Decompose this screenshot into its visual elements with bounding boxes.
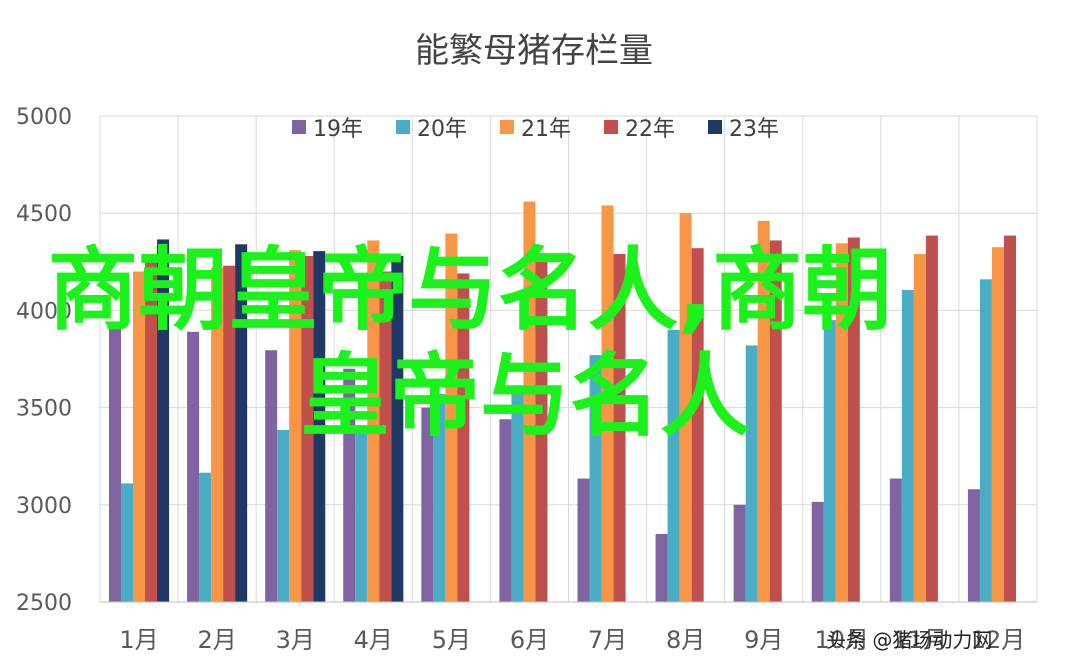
- x-tick-label: 12月: [971, 626, 1026, 654]
- legend-swatch: [604, 120, 618, 134]
- legend-swatch: [708, 120, 722, 134]
- bar-19年-4月: [343, 368, 356, 602]
- bar-20年-6月: [511, 393, 524, 602]
- legend-label: 21年: [521, 117, 571, 142]
- bar-19年-12月: [967, 489, 980, 602]
- bar-19年-3月: [265, 350, 278, 602]
- x-tick-label: 2月: [197, 626, 236, 654]
- bar-20年-1月: [121, 483, 134, 602]
- bar-23年-3月: [313, 251, 326, 602]
- x-tick-label: 6月: [510, 626, 549, 654]
- source-credit: 头条 @猪场动力网: [826, 628, 993, 652]
- x-tick-label: 9月: [744, 626, 783, 654]
- bar-22年-9月: [769, 240, 782, 602]
- bar-21年-10月: [835, 243, 848, 602]
- bars: [109, 201, 1016, 603]
- y-tick-label: 3000: [16, 494, 72, 519]
- bar-23年-1月: [157, 239, 170, 602]
- bar-22年-6月: [535, 257, 548, 602]
- legend-label: 22年: [625, 117, 675, 142]
- legend-label: 23年: [729, 117, 779, 142]
- y-tick-label: 4000: [16, 299, 72, 324]
- axes: 2500 3000 3500 4000 4500 5000 1月 2月 3月 4月 5月 6月 7月 8月…: [16, 105, 1037, 654]
- y-tick-label: 5000: [16, 105, 72, 130]
- bar-19年-9月: [733, 504, 746, 602]
- bar-22年-3月: [301, 255, 314, 602]
- bar-20年-2月: [199, 472, 212, 602]
- x-tick-label: 5月: [432, 626, 471, 654]
- bar-22年-10月: [847, 237, 860, 602]
- bar-19年-8月: [655, 533, 668, 602]
- x-tick-label: 8月: [666, 626, 705, 654]
- bar-22年-4月: [379, 271, 392, 602]
- x-tick-label: 10月: [815, 626, 870, 654]
- bar-21年-2月: [211, 267, 224, 602]
- bar-20年-5月: [433, 393, 446, 602]
- bar-21年-4月: [367, 240, 380, 602]
- bar-22年-8月: [691, 248, 704, 602]
- bar-21年-3月: [289, 250, 302, 603]
- bar-20年-3月: [277, 429, 290, 602]
- y-tick-label: 4500: [16, 202, 72, 227]
- bar-21年-12月: [991, 247, 1004, 602]
- legend-swatch: [500, 120, 514, 134]
- bar-20年-8月: [667, 329, 680, 602]
- legend-label: 19年: [313, 117, 363, 142]
- bar-20年-10月: [823, 320, 836, 602]
- bar-23年-4月: [391, 255, 404, 602]
- bar-19年-10月: [811, 501, 824, 602]
- x-tick-label: 7月: [588, 626, 627, 654]
- bar-22年-1月: [145, 254, 158, 603]
- bar-21年-7月: [601, 205, 614, 602]
- grid-lines: [99, 115, 1038, 603]
- bar-22年-12月: [1003, 235, 1016, 602]
- bar-20年-7月: [589, 355, 602, 602]
- bar-20年-11月: [901, 289, 914, 602]
- bar-20年-9月: [745, 345, 758, 602]
- bar-19年-2月: [187, 331, 200, 602]
- x-tick-label: 11月: [893, 626, 948, 654]
- bar-21年-6月: [523, 201, 536, 602]
- bar-22年-7月: [613, 254, 626, 603]
- bar-19年-11月: [889, 478, 902, 602]
- y-tick-label: 3500: [16, 397, 72, 422]
- bar-19年-7月: [577, 478, 590, 602]
- x-tick-label: 1月: [119, 626, 158, 654]
- bar-21年-5月: [445, 233, 458, 602]
- bar-19年-6月: [499, 419, 512, 602]
- x-tick-label: 4月: [354, 626, 393, 654]
- y-tick-label: 2500: [16, 591, 72, 616]
- legend-swatch: [292, 120, 306, 134]
- bar-21年-1月: [133, 271, 146, 602]
- bar-21年-9月: [757, 220, 770, 602]
- legend-label: 20年: [417, 117, 467, 142]
- x-tick-label: 3月: [276, 626, 315, 654]
- bar-21年-11月: [913, 254, 926, 603]
- legend-swatch: [396, 120, 410, 134]
- bar-22年-2月: [223, 265, 236, 602]
- legend: 19年 20年 21年 22年 23年: [292, 117, 779, 142]
- bar-22年-5月: [457, 273, 470, 602]
- bar-19年-5月: [421, 407, 434, 602]
- bar-19年-1月: [109, 322, 122, 602]
- chart-title: 能繁母猪存栏量: [415, 31, 653, 71]
- bar-23年-2月: [235, 244, 248, 602]
- bar-20年-4月: [355, 427, 368, 602]
- bar-21年-8月: [679, 213, 692, 602]
- bar-22年-11月: [925, 235, 938, 602]
- bar-20年-12月: [979, 279, 992, 602]
